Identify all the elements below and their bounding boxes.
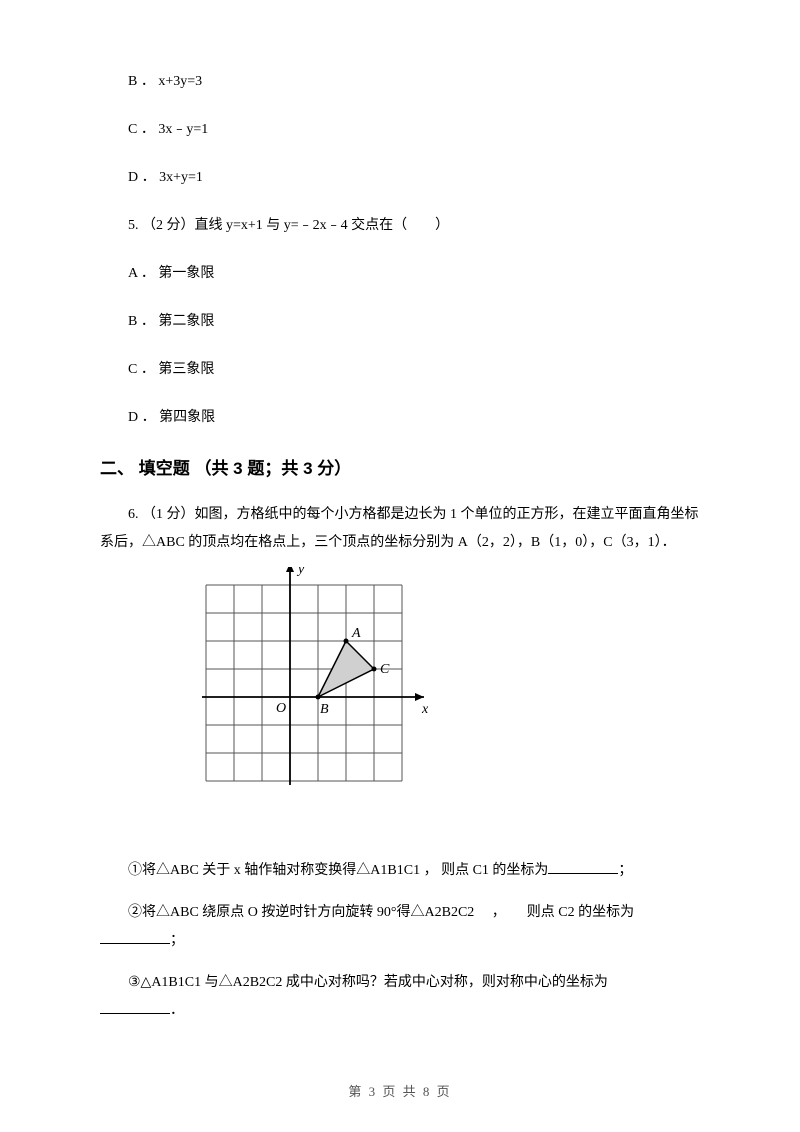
q6-sub1: ①将△ABC 关于 x 轴作轴对称变换得△A1B1C1 ， 则点 C1 的坐标为…: [100, 857, 700, 885]
q4-option-b: B ． x+3y=3: [100, 70, 700, 90]
q6-sub3-blank[interactable]: [100, 998, 170, 1014]
q6-sub2-pre: ②将△ABC 绕原点 O 按逆时针方向旋转 90°得△A2B2C2 ， 则点 C…: [128, 905, 634, 920]
q5-option-d: D ． 第四象限: [100, 406, 700, 426]
svg-text:C: C: [380, 662, 390, 677]
section-2-title: 二、 填空题 （共 3 题；共 3 分）: [100, 454, 700, 479]
q5-option-b: B ． 第二象限: [100, 310, 700, 330]
q6-sub1-post: ；: [618, 863, 632, 878]
q6-sub2-blank[interactable]: [100, 928, 170, 944]
svg-text:B: B: [320, 702, 329, 717]
q5-option-c: C ． 第三象限: [100, 358, 700, 378]
q4-option-d: D ． 3x+y=1: [100, 166, 700, 186]
q6-sub3: ③△A1B1C1 与△A2B2C2 成中心对称吗？若成中心对称，则对称中心的坐标…: [100, 969, 700, 1025]
q6-sub3-pre: ③△A1B1C1 与△A2B2C2 成中心对称吗？若成中心对称，则对称中心的坐标…: [128, 975, 608, 990]
svg-text:x: x: [421, 702, 429, 717]
q6-stem: 6. （1 分）如图，方格纸中的每个小方格都是边长为 1 个单位的正方形，在建立…: [100, 501, 700, 557]
q6-sub3-post: ．: [170, 1003, 184, 1018]
q6-figure: A B C Ox y: [188, 567, 446, 839]
q5-stem: 5. （2 分）直线 y=x+1 与 y=﹣2x﹣4 交点在（ ）: [100, 214, 700, 234]
svg-text:A: A: [351, 626, 361, 641]
q6-sub2-post: ；: [170, 933, 184, 948]
page-footer: 第 3 页 共 8 页: [0, 1081, 800, 1100]
q5-option-a: A ． 第一象限: [100, 262, 700, 282]
q4-option-c: C ． 3x﹣y=1: [100, 118, 700, 138]
svg-text:y: y: [296, 567, 305, 577]
q6-sub2: ②将△ABC 绕原点 O 按逆时针方向旋转 90°得△A2B2C2 ， 则点 C…: [100, 899, 700, 955]
q6-sub1-pre: ①将△ABC 关于 x 轴作轴对称变换得△A1B1C1 ， 则点 C1 的坐标为: [128, 863, 548, 878]
svg-text:O: O: [276, 701, 286, 716]
q6-sub1-blank[interactable]: [548, 858, 618, 874]
